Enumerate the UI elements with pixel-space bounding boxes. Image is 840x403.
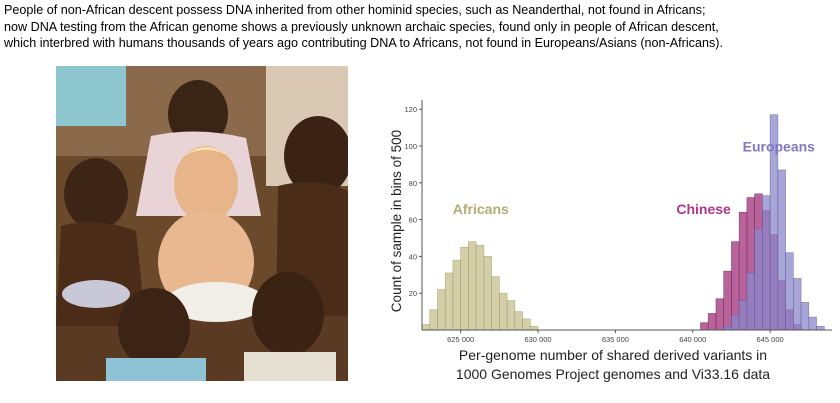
y-tick-label-20: 20 [409, 289, 417, 298]
bar-africans-13 [522, 318, 531, 331]
bar-europeans-0 [723, 326, 732, 331]
caption-line-2: now DNA testing from the African genome … [4, 19, 719, 34]
bar-africans-4 [452, 259, 461, 331]
label-africans: Africans [453, 201, 509, 217]
bar-africans-14 [530, 326, 539, 331]
bar-chinese-1 [707, 313, 717, 331]
bar-africans-12 [514, 311, 523, 331]
bar-africans-8 [483, 256, 492, 331]
label-europeans: Europeans [743, 139, 816, 155]
bar-chinese-3 [723, 270, 732, 331]
x-tick-label-635000: 635 000 [602, 335, 629, 344]
bar-africans-1 [429, 309, 438, 331]
bar-africans-0 [421, 324, 431, 331]
x-tick-label-625000: 625 000 [447, 335, 474, 344]
bar-europeans-5 [762, 195, 771, 331]
caption-text: People of non-African descent possess DN… [4, 2, 836, 52]
bar-africans-11 [506, 300, 516, 331]
bar-africans-9 [491, 276, 500, 331]
caption-line-3: which interbred with humans thousands of… [4, 36, 723, 50]
bar-europeans-7 [777, 169, 786, 331]
histogram-chart: 20 40 60 80 100 120 625 000 630 000 635 000 640 0… [384, 96, 836, 396]
bar-europeans-3 [746, 272, 755, 331]
label-chinese: Chinese [676, 201, 731, 217]
histogram-svg: 20 40 60 80 100 120 625 000 630 000 635 000 640 0… [389, 100, 832, 382]
bar-europeans-1 [731, 314, 740, 331]
bar-africans-6 [468, 241, 477, 331]
bar-europeans-9 [793, 278, 802, 331]
y-tick-label-120: 120 [404, 105, 417, 114]
bar-africans-2 [437, 289, 446, 331]
y-tick-label-60: 60 [409, 216, 417, 225]
bar-europeans-4 [754, 228, 763, 331]
caption-line-1: People of non-African descent possess DN… [4, 3, 706, 17]
bar-europeans-12 [816, 326, 825, 331]
bar-africans-7 [475, 245, 485, 331]
bar-africans-5 [460, 246, 469, 331]
x-axis-label-line-2: 1000 Genomes Project genomes and Vi33.16… [456, 366, 770, 382]
x-tick-label-630000: 630 000 [524, 335, 551, 344]
bar-europeans-10 [800, 302, 810, 331]
bar-europeans-8 [785, 252, 794, 331]
bar-africans-10 [499, 292, 508, 331]
children-photo [56, 66, 348, 381]
x-axis-label-line-1: Per-genome number of shared derived vari… [459, 347, 767, 363]
x-tick-label-640000: 640 000 [679, 335, 706, 344]
y-tick-label-40: 40 [409, 252, 417, 261]
y-tick-label-80: 80 [409, 179, 417, 188]
bar-chinese-0 [700, 322, 709, 331]
x-tick-label-645000: 645 000 [757, 335, 784, 344]
y-axis-label: Count of sample in bins of 500 [389, 130, 404, 312]
bar-africans-3 [444, 272, 454, 331]
bar-europeans-2 [738, 300, 748, 331]
bar-europeans-11 [808, 316, 817, 331]
y-tick-label-100: 100 [404, 142, 417, 151]
group-of-children-photo-icon [56, 66, 348, 381]
bar-chinese-2 [715, 298, 724, 331]
